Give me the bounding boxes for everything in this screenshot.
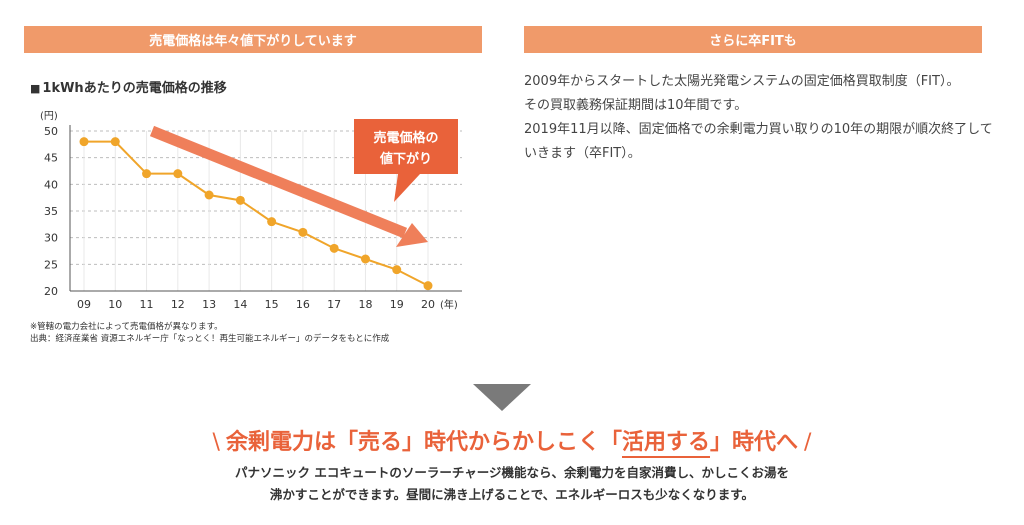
x-tick-label: 10 — [108, 298, 122, 311]
x-tick-label: 19 — [390, 298, 404, 311]
data-point — [392, 265, 402, 275]
left-section-banner: 売電価格は年々値下がりしています — [24, 26, 482, 53]
down-triangle-icon — [473, 384, 531, 411]
headline-slash-right: / — [804, 430, 812, 455]
y-tick-label: 35 — [44, 205, 58, 218]
headline-part2: 」時代へ — [710, 430, 799, 455]
headline-slash-left: \ — [212, 430, 220, 455]
callout-box — [354, 119, 458, 174]
x-tick-label: 12 — [171, 298, 185, 311]
square-bullet-icon: ■ — [30, 82, 41, 95]
fit-description: 2009年からスタートした太陽光発電システムの固定価格買取制度（FIT）。 その… — [524, 70, 994, 166]
chart-axes: 50 45 40 35 30 25 20 (円) 09 10 11 12 13 14 15 16 17 18 19 2… — [40, 111, 462, 311]
data-point — [360, 254, 370, 264]
x-tick-label: 17 — [327, 298, 341, 311]
note-source: 出典：経済産業省 資源エネルギー庁「なっとく！再生可能エネルギー」のデータをもと… — [30, 334, 390, 344]
data-point — [79, 137, 89, 147]
y-tick-label: 45 — [44, 152, 58, 165]
data-point — [298, 227, 308, 237]
x-tick-label: 11 — [140, 298, 154, 311]
note-jurisdiction: ※管轄の電力会社によって売電価格が異なります。 — [30, 322, 223, 332]
price-line — [84, 140, 429, 287]
x-tick-label: 16 — [296, 298, 310, 311]
y-tick-label: 40 — [44, 178, 58, 191]
subtext: パナソニック エコキュートのソーラーチャージ機能なら、余剰電力を自家消費し、かし… — [0, 462, 1024, 506]
subtext-line-1: パナソニック エコキュートのソーラーチャージ機能なら、余剰電力を自家消費し、かし… — [235, 465, 789, 480]
data-point — [329, 243, 339, 253]
x-tick-label: 13 — [202, 298, 216, 311]
y-tick-label: 30 — [44, 232, 58, 245]
data-point — [204, 190, 214, 200]
chart-notes: ※管轄の電力会社によって売電価格が異なります。 出典：経済産業省 資源エネルギー… — [30, 321, 389, 345]
data-point — [267, 217, 277, 227]
headline-emphasis: 活用する — [621, 430, 710, 458]
trend-arrow-head — [396, 223, 428, 247]
y-unit-label: (円) — [40, 111, 58, 122]
callout-text-line-1: 売電価格の — [373, 130, 438, 146]
data-point — [235, 195, 245, 205]
desc-line-2: その買取義務保証期間は10年間です。 — [524, 98, 748, 113]
callout-text-line-2: 値下がり — [379, 151, 432, 167]
y-tick-label: 50 — [44, 125, 58, 138]
x-tick-label: 18 — [358, 298, 372, 311]
headline-part1: 余剰電力は「売る」時代からかしこく「 — [225, 430, 622, 455]
callout-pointer — [394, 174, 420, 202]
x-tick-label: 09 — [77, 298, 91, 311]
x-unit-label: (年) — [440, 298, 458, 311]
data-point — [142, 169, 152, 179]
y-tick-label: 20 — [44, 285, 58, 298]
x-tick-label: 20 — [421, 298, 435, 311]
x-tick-label: 15 — [265, 298, 279, 311]
right-section-banner: さらに卒FITも — [524, 26, 982, 53]
desc-line-3: 2019年11月以降、固定価格での余剰電力買い取りの10年の期限が順次終了してい… — [524, 122, 993, 161]
chart-title-text: 1kWhあたりの売電価格の推移 — [42, 81, 227, 96]
data-point — [423, 281, 433, 291]
data-point — [110, 137, 120, 147]
headline: \ 余剰電力は「売る」時代からかしこく「活用する」時代へ / — [0, 424, 1024, 458]
desc-line-1: 2009年からスタートした太陽光発電システムの固定価格買取制度（FIT）。 — [524, 74, 960, 89]
subtext-line-2: 沸かすことができます。昼間に沸き上げることで、エネルギーロスも少なくなります。 — [269, 487, 755, 502]
trend-arrow — [149, 125, 428, 247]
y-tick-label: 25 — [44, 258, 58, 271]
price-series — [79, 137, 433, 291]
data-point — [173, 169, 183, 179]
trend-arrow-shaft — [149, 125, 408, 239]
x-tick-label: 14 — [233, 298, 247, 311]
chart-title: ■ 1kWhあたりの売電価格の推移 — [30, 77, 227, 96]
